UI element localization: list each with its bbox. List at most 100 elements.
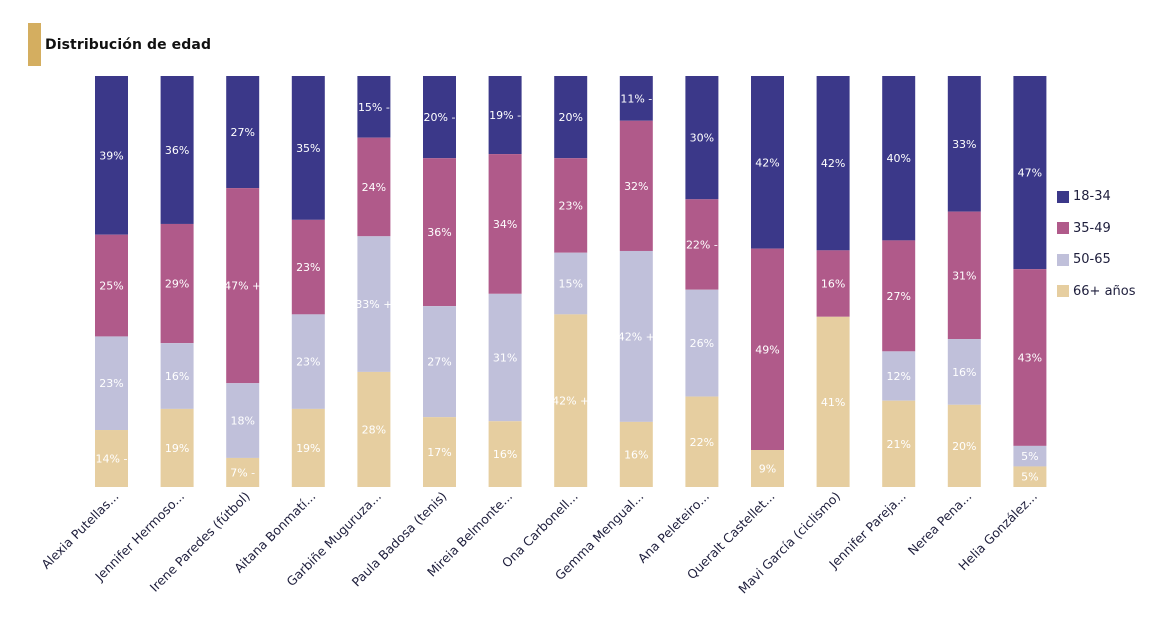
data-label: 16% — [624, 448, 648, 461]
legend-label: 18-34 — [1073, 189, 1111, 204]
data-label: 15% — [558, 278, 582, 291]
bar-segment-50-65[interactable] — [882, 351, 916, 401]
legend-swatch — [1057, 253, 1069, 266]
legend-item-18-34[interactable]: 18-34 — [1057, 186, 1136, 207]
bar-segment-66-a-os[interactable] — [816, 316, 850, 487]
x-tick-label: Nerea Pena... — [905, 489, 975, 559]
bar-segment-18-34[interactable] — [488, 76, 522, 155]
bar-segment-18-34[interactable] — [1013, 76, 1047, 270]
bar-segment-18-34[interactable] — [882, 76, 916, 241]
bar-segment-35-49[interactable] — [947, 211, 981, 340]
data-label: 30% — [690, 132, 714, 145]
bar-segment-66-a-os[interactable] — [685, 396, 719, 487]
bar-segment-18-34[interactable] — [95, 76, 128, 235]
bar-segment-35-49[interactable] — [619, 120, 653, 251]
data-label: 22% — [690, 436, 714, 449]
bar-segment-18-34[interactable] — [816, 76, 850, 251]
bars-group: 39% 25% 23% 14% - 36% 29% 16% 19% 27% 47% + 18% 7% … — [95, 76, 1047, 487]
bar-stack: 39% 25% 23% 14% - — [95, 76, 128, 487]
legend-swatch — [1057, 222, 1069, 234]
bar-stack: 11% - 32% 42% + 16% — [618, 76, 655, 487]
bar-segment-50-65[interactable] — [554, 252, 588, 315]
bar-segment-66-a-os[interactable] — [357, 371, 391, 487]
legend-item-50-65[interactable]: 50-65 — [1057, 249, 1136, 270]
bar-segment-66-a-os[interactable] — [226, 457, 260, 487]
x-axis-labels: Alexia Putellas...Jennifer Hermoso...Ire… — [38, 489, 1040, 597]
legend-swatch — [1057, 190, 1069, 203]
data-label: 19% - — [489, 109, 521, 122]
bar-segment-50-65[interactable] — [947, 339, 981, 405]
bar-segment-66-a-os[interactable] — [423, 417, 456, 487]
bar-segment-50-65[interactable] — [291, 314, 325, 409]
bar-segment-18-34[interactable] — [226, 76, 260, 189]
data-label: 9% — [759, 463, 776, 476]
bar-segment-66-a-os[interactable] — [947, 404, 981, 487]
bar-segment-50-65[interactable] — [226, 383, 260, 458]
bar-stack: 36% 29% 16% 19% — [160, 76, 194, 487]
data-label: 29% — [165, 278, 189, 291]
bar-segment-18-34[interactable] — [357, 76, 391, 138]
data-label: 20% — [558, 111, 582, 124]
bar-segment-50-65[interactable] — [1013, 445, 1047, 467]
bar-segment-35-49[interactable] — [751, 248, 784, 451]
data-label: 23% — [296, 356, 320, 369]
bar-stack: 19% - 34% 31% 16% — [488, 76, 522, 487]
bar-segment-18-34[interactable] — [423, 76, 456, 159]
bar-segment-50-65[interactable] — [423, 306, 456, 418]
bar-segment-50-65[interactable] — [357, 236, 391, 372]
bar-segment-50-65[interactable] — [95, 336, 128, 431]
bar-segment-66-a-os[interactable] — [751, 450, 784, 487]
bar-segment-66-a-os[interactable] — [619, 421, 653, 487]
bar-stack: 35% 23% 23% 19% — [291, 76, 325, 487]
bar-segment-66-a-os[interactable] — [160, 408, 194, 487]
legend-item-35-49[interactable]: 35-49 — [1057, 218, 1136, 239]
bar-segment-35-49[interactable] — [685, 199, 719, 290]
bar-segment-66-a-os[interactable] — [1013, 466, 1047, 487]
data-label: 27% — [427, 356, 451, 369]
bar-segment-18-34[interactable] — [685, 76, 719, 200]
data-label: 42% — [755, 156, 779, 169]
data-label: 16% — [821, 278, 845, 291]
title-accent-bar — [28, 23, 41, 66]
data-label: 20% — [952, 440, 976, 453]
bar-segment-50-65[interactable] — [685, 289, 719, 397]
bar-segment-35-49[interactable] — [160, 223, 194, 344]
bar-segment-35-49[interactable] — [226, 188, 260, 384]
data-label: 31% — [493, 352, 517, 365]
data-label: 35% — [296, 142, 320, 155]
data-label: 28% — [362, 423, 386, 436]
bar-stack: 33% 31% 16% 20% — [947, 76, 981, 487]
bar-segment-35-49[interactable] — [291, 219, 325, 315]
bar-segment-18-34[interactable] — [751, 76, 784, 249]
bar-segment-66-a-os[interactable] — [488, 421, 522, 487]
bar-stack: 27% 47% + 18% 7% - — [224, 76, 261, 487]
bar-stack: 40% 27% 12% 21% — [882, 76, 916, 487]
bar-segment-50-65[interactable] — [488, 293, 522, 422]
bar-segment-18-34[interactable] — [947, 76, 981, 212]
bar-segment-50-65[interactable] — [160, 343, 194, 409]
data-label: 42% — [821, 157, 845, 170]
bar-segment-35-49[interactable] — [423, 158, 456, 307]
bar-segment-35-49[interactable] — [816, 250, 850, 317]
bar-segment-66-a-os[interactable] — [882, 400, 916, 487]
bar-segment-35-49[interactable] — [882, 240, 916, 352]
bar-segment-66-a-os[interactable] — [291, 408, 325, 487]
bar-segment-66-a-os[interactable] — [95, 430, 128, 487]
bar-segment-50-65[interactable] — [619, 250, 653, 422]
bar-segment-35-49[interactable] — [1013, 269, 1047, 446]
bar-segment-35-49[interactable] — [554, 158, 588, 253]
bar-segment-35-49[interactable] — [357, 137, 391, 237]
bar-segment-66-a-os[interactable] — [554, 314, 588, 487]
bar-stack: 20% - 36% 27% 17% — [423, 76, 456, 487]
bar-segment-35-49[interactable] — [488, 154, 522, 294]
legend-item-66-plus[interactable]: 66+ años — [1057, 281, 1136, 302]
bar-segment-18-34[interactable] — [160, 76, 194, 224]
bar-segment-18-34[interactable] — [554, 76, 588, 159]
bar-segment-18-34[interactable] — [291, 76, 325, 220]
bar-segment-35-49[interactable] — [95, 234, 128, 337]
chart-title-block: Distribución de edad — [28, 23, 211, 66]
data-label: 26% — [690, 337, 714, 350]
data-label: 49% — [755, 343, 779, 356]
bar-segment-18-34[interactable] — [619, 76, 653, 121]
